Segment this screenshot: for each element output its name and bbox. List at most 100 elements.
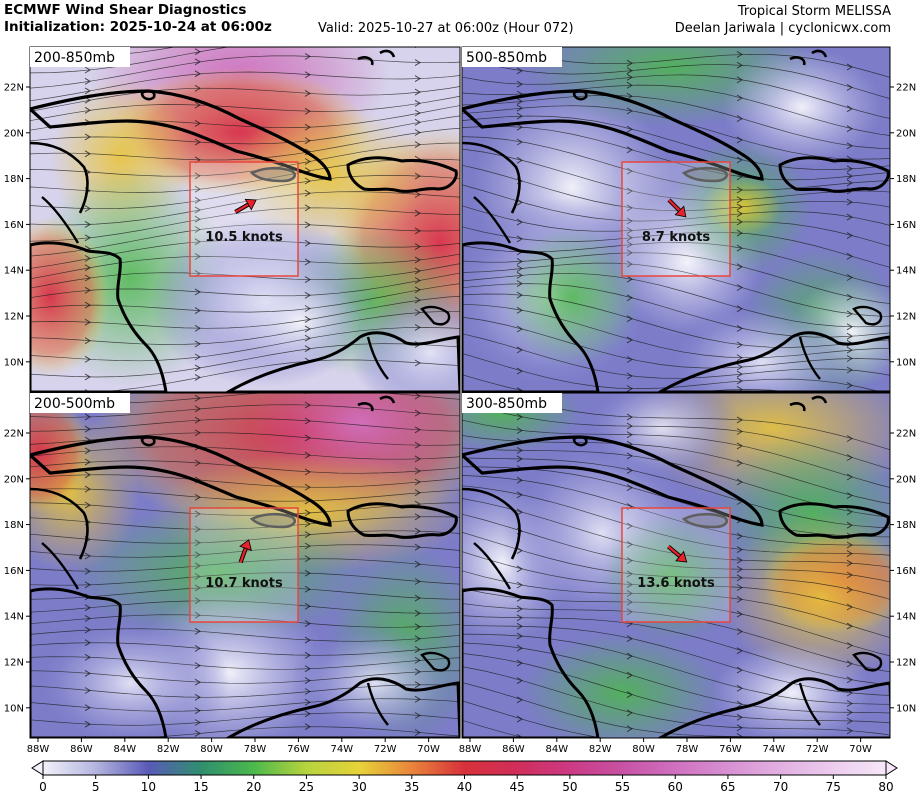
longitude-label: 72W: [374, 744, 397, 755]
credit-line: Deelan Jariwala | cyclonicwx.com: [674, 21, 891, 36]
latitude-label: 22N: [896, 83, 916, 94]
latitude-label: 14N: [4, 266, 24, 277]
longitude-label: 78W: [244, 744, 267, 755]
colorbar-tick-label: 25: [299, 780, 314, 794]
panel-level-label: 200-500mb: [34, 396, 115, 412]
longitude-label: 80W: [200, 744, 223, 755]
panel-1: 10.5 knots 200-850mb 22N 20N 18N 16N 14N 12N 10N: [4, 46, 461, 393]
latitude-label: 18N: [896, 174, 916, 185]
shear-vector-arrow: [666, 544, 688, 563]
initialization-time: Initialization: 2025-10-24 at 06:00z: [4, 19, 272, 35]
longitude-label: 88W: [459, 744, 482, 755]
valid-time: Valid: 2025-10-27 at 06:00z (Hour 072): [318, 21, 574, 36]
latitude-label: 22N: [4, 429, 24, 440]
longitude-label: 78W: [676, 744, 699, 755]
colorbar-tick-label: 40: [457, 780, 472, 794]
latitude-label: 12N: [4, 658, 24, 669]
shear-analysis-box: [621, 161, 731, 277]
latitude-label: 10N: [4, 357, 24, 368]
longitude-label: 76W: [719, 744, 742, 755]
latitude-label: 12N: [4, 312, 24, 323]
panel-4: 13.6 knots 300-850mb 22N 20N 18N 16N 14N 12N 10N…: [459, 392, 916, 755]
longitude-label: 74W: [330, 744, 353, 755]
colorbar-tick-label: 50: [562, 780, 577, 794]
longitude-label: 74W: [762, 744, 785, 755]
shear-vector-arrow: [234, 198, 257, 214]
longitude-label: 86W: [502, 744, 525, 755]
latitude-label: 18N: [896, 520, 916, 531]
shear-vector-arrow: [238, 539, 252, 564]
latitude-label: 14N: [4, 612, 24, 623]
panel-3: 10.7 knots 200-500mb 22N 20N 18N 16N 14N 12N 10N…: [4, 392, 461, 755]
longitude-label: 86W: [70, 744, 93, 755]
shear-magnitude-label: 8.7 knots: [642, 230, 711, 245]
longitude-label: 82W: [589, 744, 612, 755]
latitude-label: 20N: [896, 128, 916, 139]
colorbar-tick-label: 45: [510, 780, 525, 794]
latitude-label: 10N: [4, 703, 24, 714]
panel-label-box: [30, 47, 130, 67]
panel-level-label: 200-850mb: [34, 50, 115, 66]
longitude-label: 70W: [849, 744, 872, 755]
colorbar-tick-label: 30: [351, 780, 366, 794]
chart-title: ECMWF Wind Shear Diagnostics: [4, 2, 247, 18]
latitude-label: 22N: [4, 83, 24, 94]
longitude-label: 72W: [806, 744, 829, 755]
colorbar-tick-label: 10: [141, 780, 156, 794]
panel-label-box: [462, 47, 562, 67]
latitude-label: 16N: [4, 566, 24, 577]
colorbar-tick-label: 5: [92, 780, 100, 794]
shear-vector-arrow: [667, 198, 687, 218]
latitude-label: 10N: [896, 703, 916, 714]
panel-label-box: [462, 393, 562, 413]
latitude-label: 22N: [896, 429, 916, 440]
streamlines: [30, 47, 460, 392]
longitude-label: 70W: [417, 744, 440, 755]
shear-magnitude-label: 10.5 knots: [205, 230, 283, 245]
shear-analysis-box: [189, 507, 299, 623]
panel-2: 8.7 knots 500-850mb 22N 20N 18N 16N 14N 12N 10N: [461, 46, 916, 393]
panel-label-box: [30, 393, 130, 413]
longitude-label: 82W: [157, 744, 180, 755]
longitude-label: 84W: [545, 744, 568, 755]
latitude-label: 18N: [4, 174, 24, 185]
shear-magnitude-label: 13.6 knots: [637, 576, 715, 591]
colorbar-tick-label: 55: [615, 780, 630, 794]
latitude-label: 16N: [4, 220, 24, 231]
shear-magnitude-label: 10.7 knots: [205, 576, 283, 591]
latitude-label: 10N: [896, 357, 916, 368]
streamlines: [30, 393, 460, 738]
panel-level-label: 300-850mb: [466, 396, 547, 412]
latitude-label: 12N: [896, 312, 916, 323]
storm-name: Tropical Storm MELISSA: [737, 4, 891, 19]
latitude-label: 12N: [896, 658, 916, 669]
latitude-label: 16N: [896, 220, 916, 231]
colorbar: [42, 760, 887, 776]
colorbar-tick-label: 80: [878, 780, 893, 794]
latitude-label: 18N: [4, 520, 24, 531]
latitude-label: 14N: [896, 612, 916, 623]
latitude-label: 14N: [896, 266, 916, 277]
latitude-label: 20N: [4, 128, 24, 139]
longitude-label: 80W: [632, 744, 655, 755]
shear-analysis-box: [621, 507, 731, 623]
latitude-label: 20N: [4, 474, 24, 485]
latitude-label: 16N: [896, 566, 916, 577]
longitude-label: 84W: [113, 744, 136, 755]
colorbar-tick-label: 60: [668, 780, 683, 794]
longitude-label: 88W: [27, 744, 50, 755]
colorbar-tick-label: 75: [826, 780, 841, 794]
colorbar-tick-label: 70: [773, 780, 788, 794]
panel-level-label: 500-850mb: [466, 50, 547, 66]
colorbar-tick-label: 0: [39, 780, 47, 794]
colorbar-max-extension: [885, 760, 898, 776]
longitude-label: 76W: [287, 744, 310, 755]
shear-analysis-box: [189, 161, 299, 277]
colorbar-tick-label: 15: [193, 780, 208, 794]
colorbar-tick-label: 20: [246, 780, 261, 794]
colorbar-tick-label: 65: [720, 780, 735, 794]
colorbar-min-extension: [31, 760, 44, 776]
latitude-label: 20N: [896, 474, 916, 485]
colorbar-tick-label: 35: [404, 780, 419, 794]
